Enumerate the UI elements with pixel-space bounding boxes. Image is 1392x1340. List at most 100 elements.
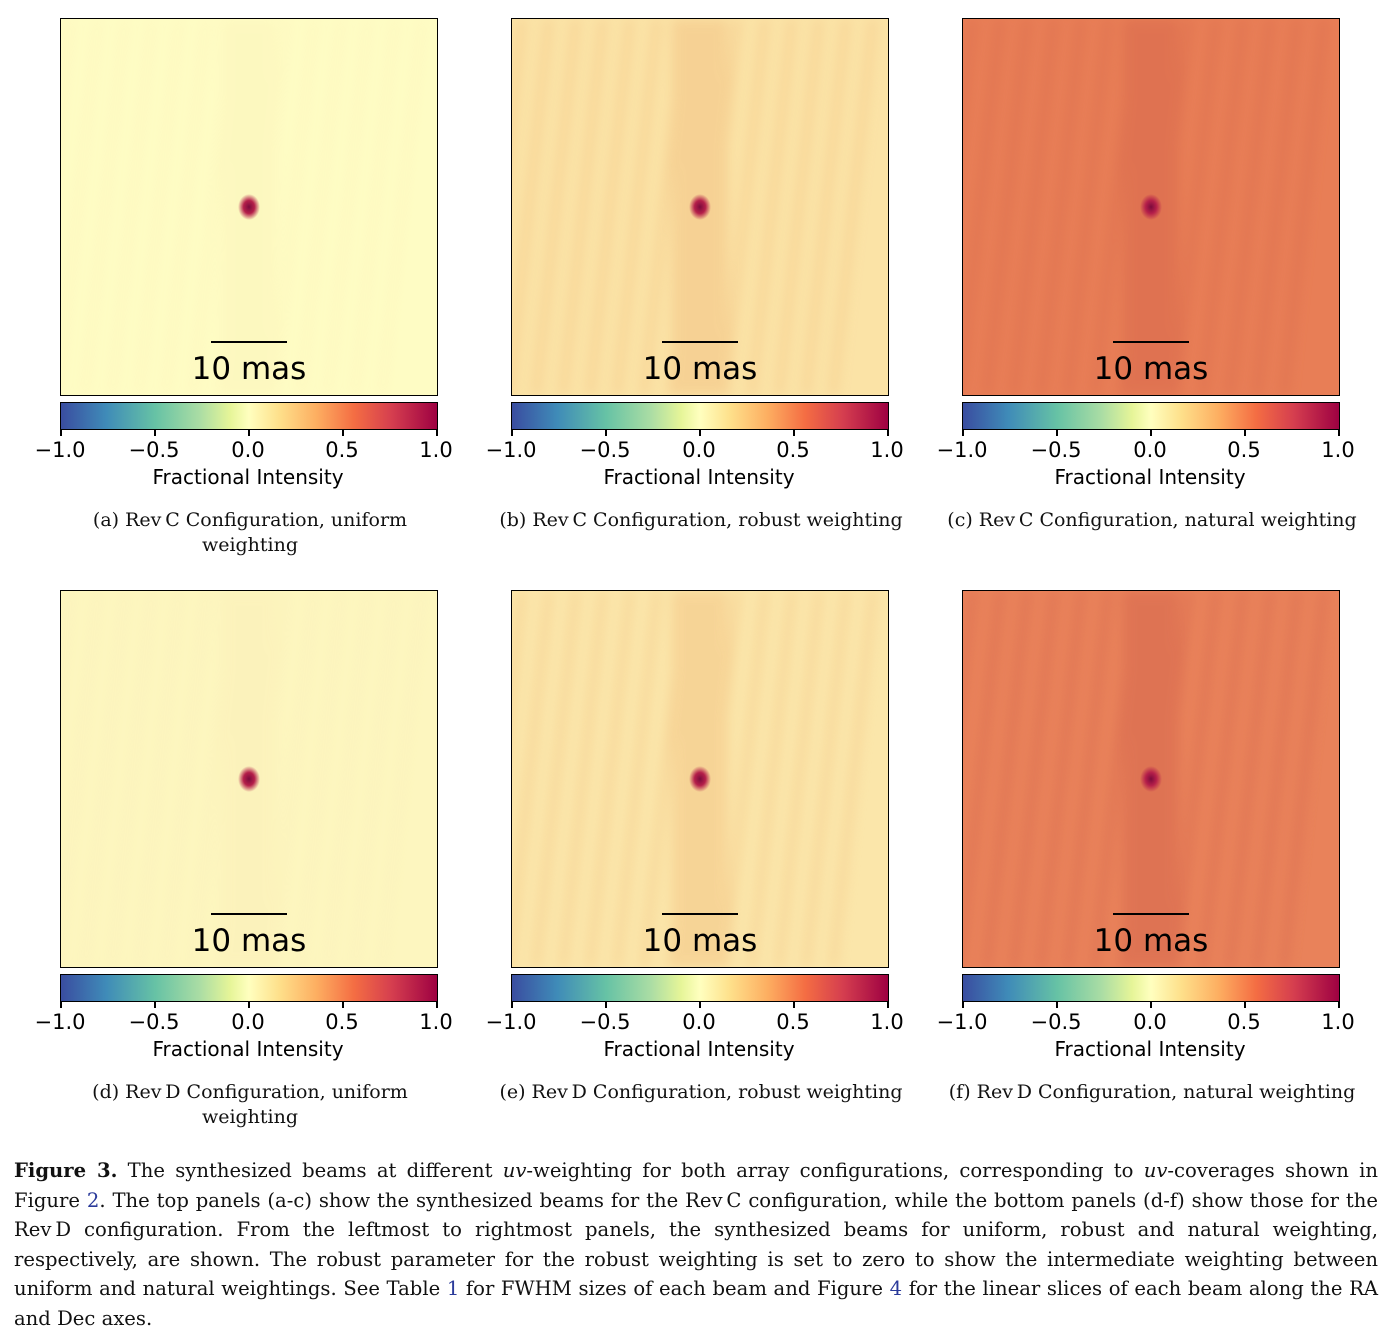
colorbar-tick bbox=[605, 430, 607, 436]
colorbar-tick-label: 1.0 bbox=[419, 438, 453, 462]
colorbar-tick-label: 0.0 bbox=[1133, 1010, 1167, 1034]
colorbar-tick bbox=[436, 1002, 438, 1008]
beam-peak bbox=[1140, 766, 1162, 792]
colorbar-tick bbox=[342, 1002, 344, 1008]
colorbar-tick-label: −0.5 bbox=[128, 438, 180, 462]
colorbar-title: Fractional Intensity bbox=[1054, 465, 1246, 489]
colorbar-tick bbox=[60, 1002, 62, 1008]
colorbar bbox=[962, 974, 1340, 1002]
scale-bar bbox=[211, 341, 287, 343]
beam-peak bbox=[238, 194, 260, 220]
colorbar-tick bbox=[887, 1002, 889, 1008]
colorbar-tick-label: 0.0 bbox=[682, 1010, 716, 1034]
beam-peak bbox=[689, 766, 711, 792]
colorbar-tick bbox=[1338, 430, 1340, 436]
colorbar-tick-label: −1.0 bbox=[936, 438, 988, 462]
beam-image: 10 mas bbox=[511, 590, 889, 968]
colorbar-tick bbox=[1244, 430, 1246, 436]
scale-bar bbox=[662, 913, 738, 915]
colorbar-tick-label: −1.0 bbox=[936, 1010, 988, 1034]
scale-label: 10 mas bbox=[1093, 923, 1209, 959]
colorbar-tick bbox=[887, 430, 889, 436]
colorbar-tick-label: 0.0 bbox=[231, 438, 265, 462]
subfigure-caption: (d) Rev D Configuration, uniform weighti… bbox=[92, 1081, 408, 1128]
colorbar-tick bbox=[511, 430, 513, 436]
scale-label: 10 mas bbox=[191, 923, 307, 959]
colorbar-tick bbox=[1150, 1002, 1152, 1008]
colorbar-tick-label: 0.5 bbox=[325, 1010, 359, 1034]
colorbar-tick-label: 1.0 bbox=[870, 1010, 904, 1034]
colorbar-title: Fractional Intensity bbox=[603, 1037, 795, 1061]
colorbar-tick-label: 1.0 bbox=[1321, 438, 1355, 462]
beam-peak bbox=[689, 194, 711, 220]
scale-label: 10 mas bbox=[642, 923, 758, 959]
colorbar-tick bbox=[793, 430, 795, 436]
subfigure-caption: (a) Rev C Configuration, uniform weighti… bbox=[92, 509, 408, 556]
colorbar-title: Fractional Intensity bbox=[1054, 1037, 1246, 1061]
colorbar bbox=[511, 974, 889, 1002]
colorbar-tick-label: −0.5 bbox=[579, 1010, 631, 1034]
colorbar-tick-label: 0.5 bbox=[776, 438, 810, 462]
colorbar-tick-label: 0.0 bbox=[682, 438, 716, 462]
colorbar-tick bbox=[699, 1002, 701, 1008]
colorbar-title: Fractional Intensity bbox=[152, 1037, 344, 1061]
colorbar-tick-label: 0.5 bbox=[325, 438, 359, 462]
colorbar-tick bbox=[436, 430, 438, 436]
colorbar-tick-label: −1.0 bbox=[34, 1010, 86, 1034]
beam-image: 10 mas bbox=[511, 18, 889, 396]
colorbar-tick-label: −1.0 bbox=[485, 1010, 537, 1034]
colorbar-tick-label: 1.0 bbox=[1321, 1010, 1355, 1034]
subfigure-caption: (f) Rev D Configuration, natural weighti… bbox=[948, 1081, 1356, 1103]
subfigure-caption: (b) Rev C Configuration, robust weightin… bbox=[499, 509, 903, 531]
colorbar-tick-label: −0.5 bbox=[1030, 438, 1082, 462]
figure-2-link[interactable]: 2 bbox=[86, 1188, 100, 1212]
beam-image: 10 mas bbox=[962, 18, 1340, 396]
colorbar-tick bbox=[699, 430, 701, 436]
beam-peak bbox=[238, 766, 260, 792]
colorbar-tick-label: 0.0 bbox=[1133, 438, 1167, 462]
colorbar-tick bbox=[1150, 430, 1152, 436]
colorbar bbox=[60, 402, 438, 430]
colorbar-tick-label: −1.0 bbox=[485, 438, 537, 462]
colorbar-tick-label: 0.5 bbox=[776, 1010, 810, 1034]
scale-bar bbox=[1113, 341, 1189, 343]
beam-image: 10 mas bbox=[962, 590, 1340, 968]
figure-4-link[interactable]: 4 bbox=[889, 1277, 903, 1300]
colorbar-tick bbox=[1056, 1002, 1058, 1008]
colorbar-tick bbox=[342, 430, 344, 436]
colorbar-tick-label: −0.5 bbox=[128, 1010, 180, 1034]
colorbar bbox=[60, 974, 438, 1002]
beam-image: 10 mas bbox=[60, 18, 438, 396]
scale-bar bbox=[662, 341, 738, 343]
beam-image: 10 mas bbox=[60, 590, 438, 968]
colorbar-title: Fractional Intensity bbox=[603, 465, 795, 489]
colorbar-tick bbox=[962, 430, 964, 436]
colorbar-tick-label: 0.5 bbox=[1227, 1010, 1261, 1034]
colorbar-tick-label: −0.5 bbox=[579, 438, 631, 462]
colorbar bbox=[511, 402, 889, 430]
beam-peak bbox=[1140, 194, 1162, 220]
colorbar-tick bbox=[962, 1002, 964, 1008]
colorbar-tick bbox=[793, 1002, 795, 1008]
subfigure-caption: (c) Rev C Configuration, natural weighti… bbox=[947, 509, 1357, 531]
colorbar-tick-label: −1.0 bbox=[34, 438, 86, 462]
colorbar-tick bbox=[1244, 1002, 1246, 1008]
colorbar-tick bbox=[511, 1002, 513, 1008]
colorbar-title: Fractional Intensity bbox=[152, 465, 344, 489]
colorbar-tick-label: 1.0 bbox=[419, 1010, 453, 1034]
colorbar-tick-label: 1.0 bbox=[870, 438, 904, 462]
scale-label: 10 mas bbox=[191, 351, 307, 387]
colorbar-tick bbox=[605, 1002, 607, 1008]
table-1-link[interactable]: 1 bbox=[446, 1277, 460, 1300]
colorbar-tick bbox=[60, 430, 62, 436]
colorbar-tick bbox=[1056, 430, 1058, 436]
colorbar-tick bbox=[154, 1002, 156, 1008]
colorbar-tick bbox=[248, 430, 250, 436]
colorbar-tick-label: 0.0 bbox=[231, 1010, 265, 1034]
colorbar-tick-label: 0.5 bbox=[1227, 438, 1261, 462]
colorbar-tick bbox=[248, 1002, 250, 1008]
colorbar bbox=[962, 402, 1340, 430]
scale-label: 10 mas bbox=[642, 351, 758, 387]
colorbar-tick-label: −0.5 bbox=[1030, 1010, 1082, 1034]
figure-caption: Figure 3. The synthesized beams at diffe… bbox=[14, 1159, 1379, 1330]
